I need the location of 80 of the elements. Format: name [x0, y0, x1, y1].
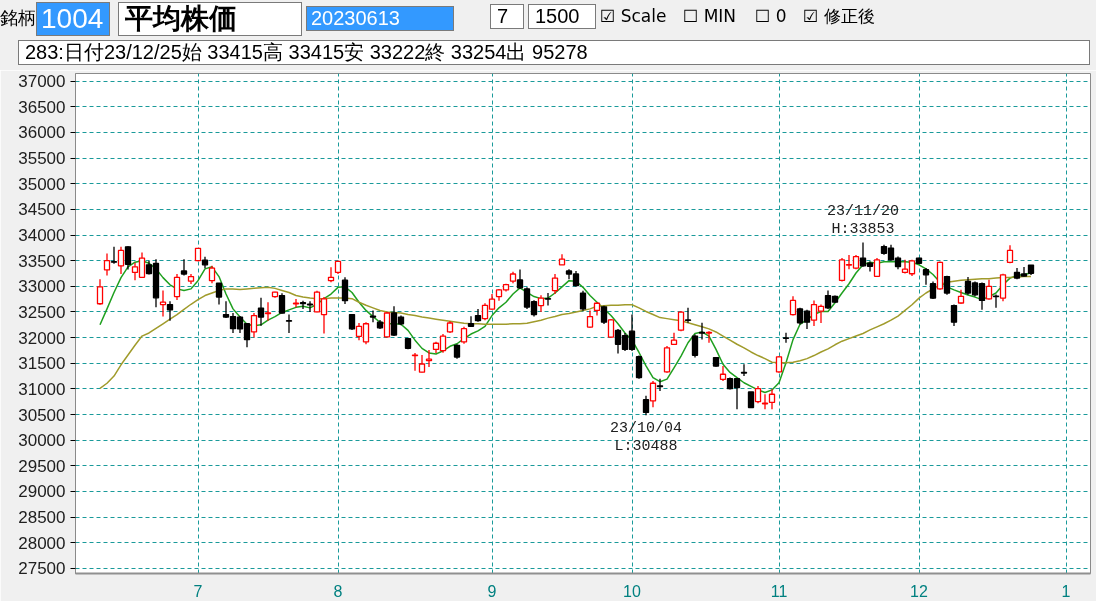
y-tick-label: 31500 — [18, 354, 66, 374]
y-tick-label: 28500 — [18, 508, 66, 528]
chart-title: 平均株価 — [118, 2, 302, 37]
candlestick — [579, 290, 587, 312]
annotation: 23/11/20 H:33853 — [826, 202, 900, 238]
y-tick-label: 31000 — [18, 379, 66, 399]
text: 銘柄 — [0, 8, 36, 29]
y-tick-label: 33500 — [18, 251, 66, 271]
y-tick-label: 29500 — [18, 456, 66, 476]
candlestick — [103, 252, 111, 277]
candlestick — [117, 246, 125, 275]
y-tick-label: 29000 — [18, 482, 66, 502]
x-tick-label: 12 — [910, 582, 928, 600]
candlestick — [299, 300, 307, 310]
candlestick — [180, 258, 188, 277]
candlestick — [110, 246, 118, 265]
candlestick — [215, 282, 223, 306]
annotation: 23/10/04 L:30488 — [609, 420, 683, 456]
x-tick-label: 9 — [487, 582, 497, 600]
candlestick — [684, 307, 692, 324]
y-tick-label: 32000 — [18, 328, 66, 348]
candlestick — [250, 312, 258, 339]
candlestick — [649, 380, 657, 408]
x-tick-label: 10 — [623, 582, 641, 600]
y-tick-label: 28000 — [18, 533, 66, 553]
y-tick-label: 32500 — [18, 302, 66, 322]
candlestick — [173, 273, 181, 301]
candlestick — [264, 301, 272, 322]
candlestick — [789, 295, 797, 317]
chart-subtitle: 283:日付23/12/25始 33415高 33415安 33222終 33254出 95278 — [18, 40, 1090, 65]
y-tick-label: 30500 — [18, 405, 66, 425]
candlestick — [992, 293, 1000, 309]
candlestick — [705, 330, 713, 344]
y-tick-label: 27500 — [18, 559, 66, 579]
candlestick — [656, 377, 664, 392]
candlestick — [278, 292, 286, 315]
candlestick — [425, 349, 433, 368]
x-tick-label: 11 — [770, 582, 788, 600]
text: ☐ 0 — [755, 6, 787, 27]
candlestick — [166, 300, 174, 322]
candlestick — [642, 395, 650, 416]
candlestick — [257, 297, 265, 327]
y-tick-label: 37000 — [18, 72, 66, 92]
y-tick-label: 35000 — [18, 174, 66, 194]
text: 7 — [490, 4, 524, 29]
candlestick — [873, 257, 881, 278]
y-tick-label: 35500 — [18, 149, 66, 169]
text: 20230613 — [306, 6, 454, 31]
candlestick — [96, 278, 104, 306]
candlestick — [285, 313, 293, 334]
text: ☐ MIN — [683, 6, 737, 27]
x-tick-label: 7 — [193, 582, 203, 600]
candlestick — [740, 363, 748, 377]
text: ☑ 修正後 — [803, 6, 875, 27]
x-tick-label: 8 — [333, 582, 343, 600]
y-tick-label: 36500 — [18, 97, 66, 117]
y-tick-label: 34000 — [18, 226, 66, 246]
text: 1004 — [36, 2, 110, 37]
text: 1500 — [528, 4, 596, 29]
candlestick — [124, 245, 132, 271]
candlestick — [411, 352, 419, 372]
y-tick-label: 30000 — [18, 431, 66, 451]
y-tick-label: 33000 — [18, 277, 66, 297]
candlestick — [544, 292, 552, 307]
candlestick — [922, 267, 930, 286]
y-tick-label: 36000 — [18, 123, 66, 143]
candlestick — [551, 273, 559, 295]
candlestick — [719, 365, 727, 382]
candlestick — [383, 311, 391, 339]
x-tick-label: 1 — [1061, 582, 1071, 600]
candlestick — [999, 273, 1007, 302]
candlestick — [985, 279, 993, 301]
y-tick-label: 34500 — [18, 200, 66, 220]
candlestick — [369, 309, 377, 323]
candlestick — [782, 332, 790, 344]
candlestick — [768, 388, 776, 410]
candlestick — [341, 276, 349, 305]
candlestick — [467, 315, 475, 328]
text: ☑ Scale — [600, 6, 667, 27]
candlestick — [698, 322, 706, 341]
